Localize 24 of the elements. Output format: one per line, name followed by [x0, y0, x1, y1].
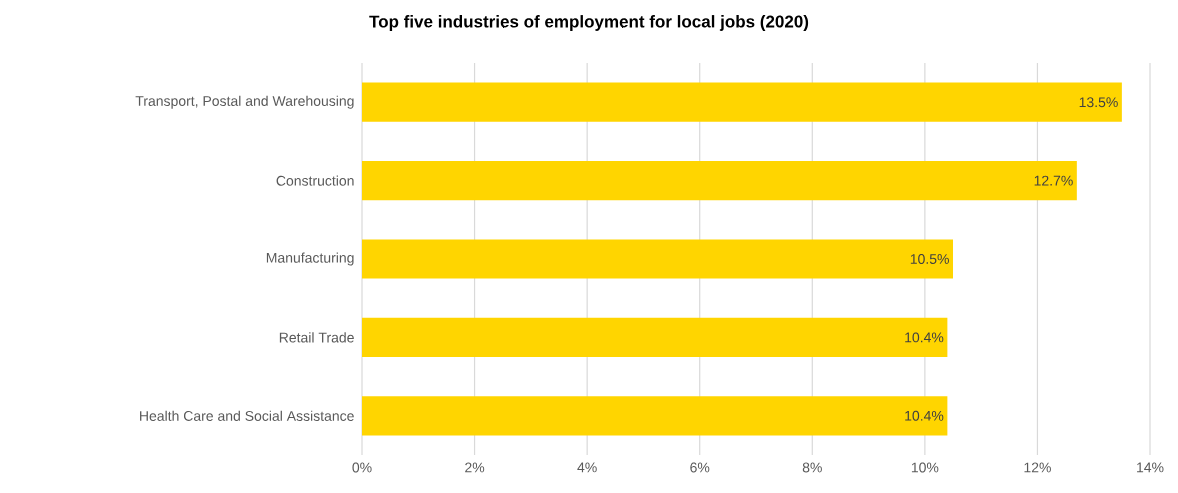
x-tick-label: 4%	[577, 462, 597, 473]
y-tick-label: Transport, Postal and Warehousing	[135, 95, 354, 109]
chart-title: Top five industries of employment for local jobs (2020)	[369, 15, 809, 31]
y-tick-label: Construction	[276, 175, 354, 186]
data-label: 10.5%	[910, 254, 949, 264]
y-tick-label: Retail Trade	[279, 332, 354, 343]
data-label: 10.4%	[905, 410, 944, 421]
data-label: 13.5%	[1079, 97, 1118, 108]
x-tick-label: 14%	[1137, 462, 1164, 473]
bar	[362, 161, 1077, 201]
x-tick-label: 10%	[911, 462, 939, 473]
bar	[362, 82, 1122, 122]
data-label: 12.7%	[1034, 175, 1073, 186]
x-tick-label: 2%	[465, 462, 485, 473]
bar	[362, 317, 948, 357]
x-tick-label: 0%	[352, 462, 372, 473]
bar	[362, 239, 954, 279]
x-tick-label: 6%	[690, 462, 710, 473]
data-label: 10.4%	[905, 332, 944, 343]
y-tick-label: Manufacturing	[266, 252, 354, 266]
x-tick-label: 8%	[802, 462, 822, 473]
y-tick-label: Health Care and Social Assistance	[140, 410, 354, 421]
bar	[362, 396, 948, 436]
x-tick-label: 12%	[1024, 462, 1051, 473]
